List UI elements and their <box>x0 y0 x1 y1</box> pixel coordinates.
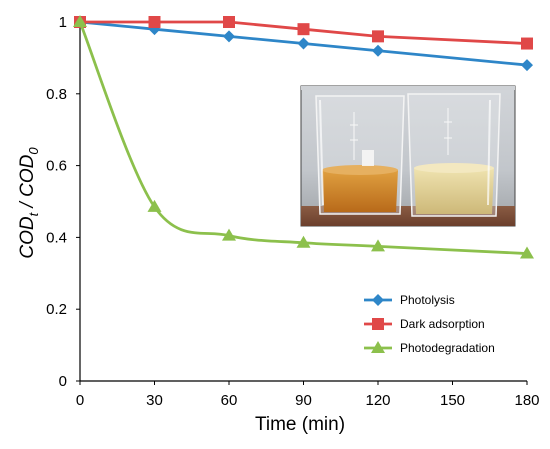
series-line <box>79 20 528 67</box>
data-point <box>223 30 235 43</box>
data-point <box>372 44 384 57</box>
x-axis-title: Time (min) <box>255 414 345 435</box>
y-axis-title-main: COD <box>17 216 38 259</box>
data-point <box>372 30 384 43</box>
x-tick-label: 90 <box>295 392 312 409</box>
x-tick-label: 0 <box>76 392 84 409</box>
data-point <box>73 15 87 27</box>
series-line <box>80 20 528 45</box>
y-tick-label: 0 <box>59 373 67 390</box>
y-tick-label: 0.6 <box>46 158 67 175</box>
y-tick-label: 0.8 <box>46 86 67 103</box>
y-axis-title-sub-t: t <box>26 211 41 216</box>
legend: Photolysis Dark adsorption Photodegradatio… <box>364 293 495 355</box>
legend-label: Photolysis <box>400 293 455 307</box>
data-point <box>520 246 534 259</box>
data-point <box>371 239 385 252</box>
y-ticks: 0 0.2 0.4 0.6 0.8 1 <box>46 14 80 390</box>
data-point <box>147 199 162 212</box>
y-axis-title-sub-0: 0 <box>26 147 41 155</box>
series-layer <box>73 15 534 259</box>
y-tick-label: 0.2 <box>46 301 67 318</box>
x-tick-label: 180 <box>514 392 539 409</box>
y-tick-label: 0.4 <box>46 229 67 246</box>
data-point <box>521 59 533 72</box>
series-line <box>78 21 528 255</box>
x-ticks: 0 30 60 90 120 150 180 <box>76 381 540 409</box>
data-point <box>296 235 311 248</box>
legend-marker <box>371 341 385 353</box>
beaker-left <box>315 95 405 215</box>
y-axis-title: CODt / COD0 <box>17 147 41 259</box>
data-point <box>297 37 310 50</box>
data-point <box>222 228 236 241</box>
y-tick-label: 1 <box>59 14 67 31</box>
legend-label: Photodegradation <box>400 341 495 355</box>
x-tick-label: 60 <box>221 392 238 409</box>
data-point <box>223 16 235 28</box>
series-photodegradation <box>73 15 534 259</box>
x-tick-label: 120 <box>365 392 390 409</box>
legend-marker <box>372 294 384 306</box>
x-tick-label: 30 <box>146 392 163 409</box>
data-point <box>297 23 310 36</box>
data-point <box>521 37 533 50</box>
legend-marker <box>372 318 384 330</box>
inset-photo <box>300 85 516 227</box>
x-tick-label: 150 <box>440 392 465 409</box>
data-point <box>148 16 161 28</box>
y-axis-title-sep: / <box>17 197 38 213</box>
legend-label: Dark adsorption <box>400 317 485 331</box>
beaker-right <box>407 93 501 217</box>
y-axis-title-main-2: COD <box>17 154 38 197</box>
